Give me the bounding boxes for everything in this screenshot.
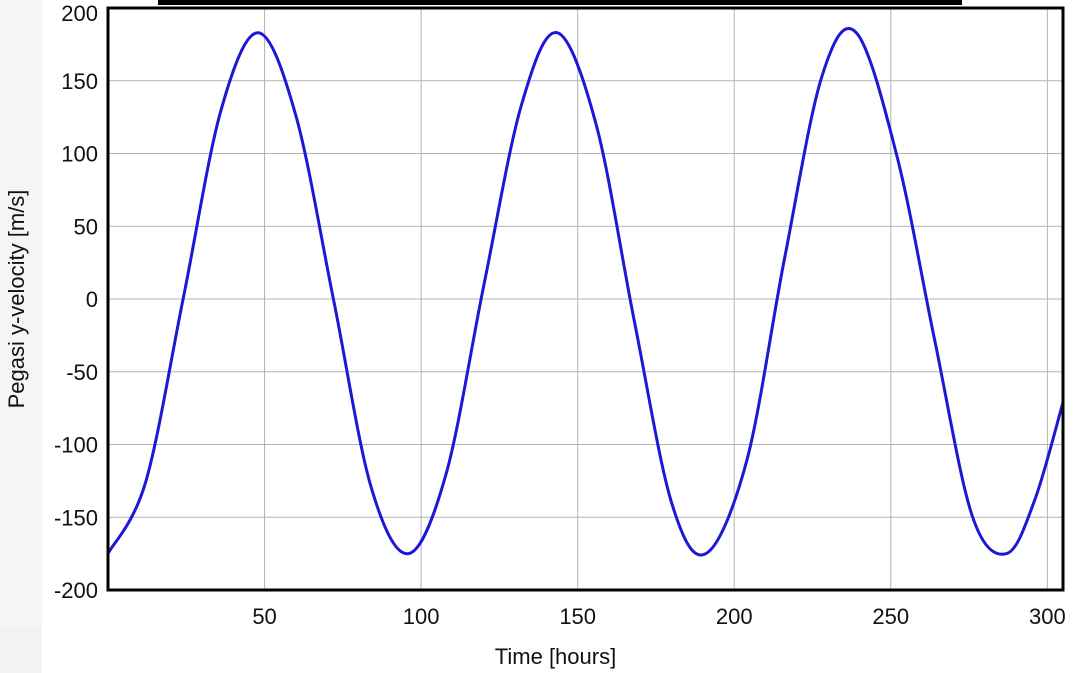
velocity-line [106, 27, 1065, 557]
y-tick-label: 200 [61, 1, 98, 26]
x-tick-label: 50 [252, 604, 276, 629]
x-tick-label: 150 [559, 604, 596, 629]
y-tick-label: 0 [86, 287, 98, 312]
y-tick-label: -100 [54, 433, 98, 458]
x-tick-label: 100 [403, 604, 440, 629]
y-tick-label: -200 [54, 578, 98, 603]
top-bar [158, 0, 962, 5]
x-tick-label: 200 [716, 604, 753, 629]
y-tick-label: -50 [66, 360, 98, 385]
x-tick-label: 250 [872, 604, 909, 629]
plot-frame [106, 6, 1065, 592]
y-tick-label: 150 [61, 69, 98, 94]
series-layer [106, 27, 1065, 557]
x-axis-title: Time [hours] [495, 644, 616, 669]
tick-labels: 50 100 150 200 250 300 200 150 100 50 0 -50 -100 -150… [54, 1, 1066, 629]
x-tick-label: 300 [1029, 604, 1066, 629]
y-axis-title: Pegasi y-velocity [m/s] [4, 190, 29, 409]
y-tick-label: 50 [74, 214, 98, 239]
grid [108, 7, 1063, 591]
chart-panel [42, 0, 1080, 673]
y-tick-label: -150 [54, 505, 98, 530]
y-tick-label: 100 [61, 142, 98, 167]
